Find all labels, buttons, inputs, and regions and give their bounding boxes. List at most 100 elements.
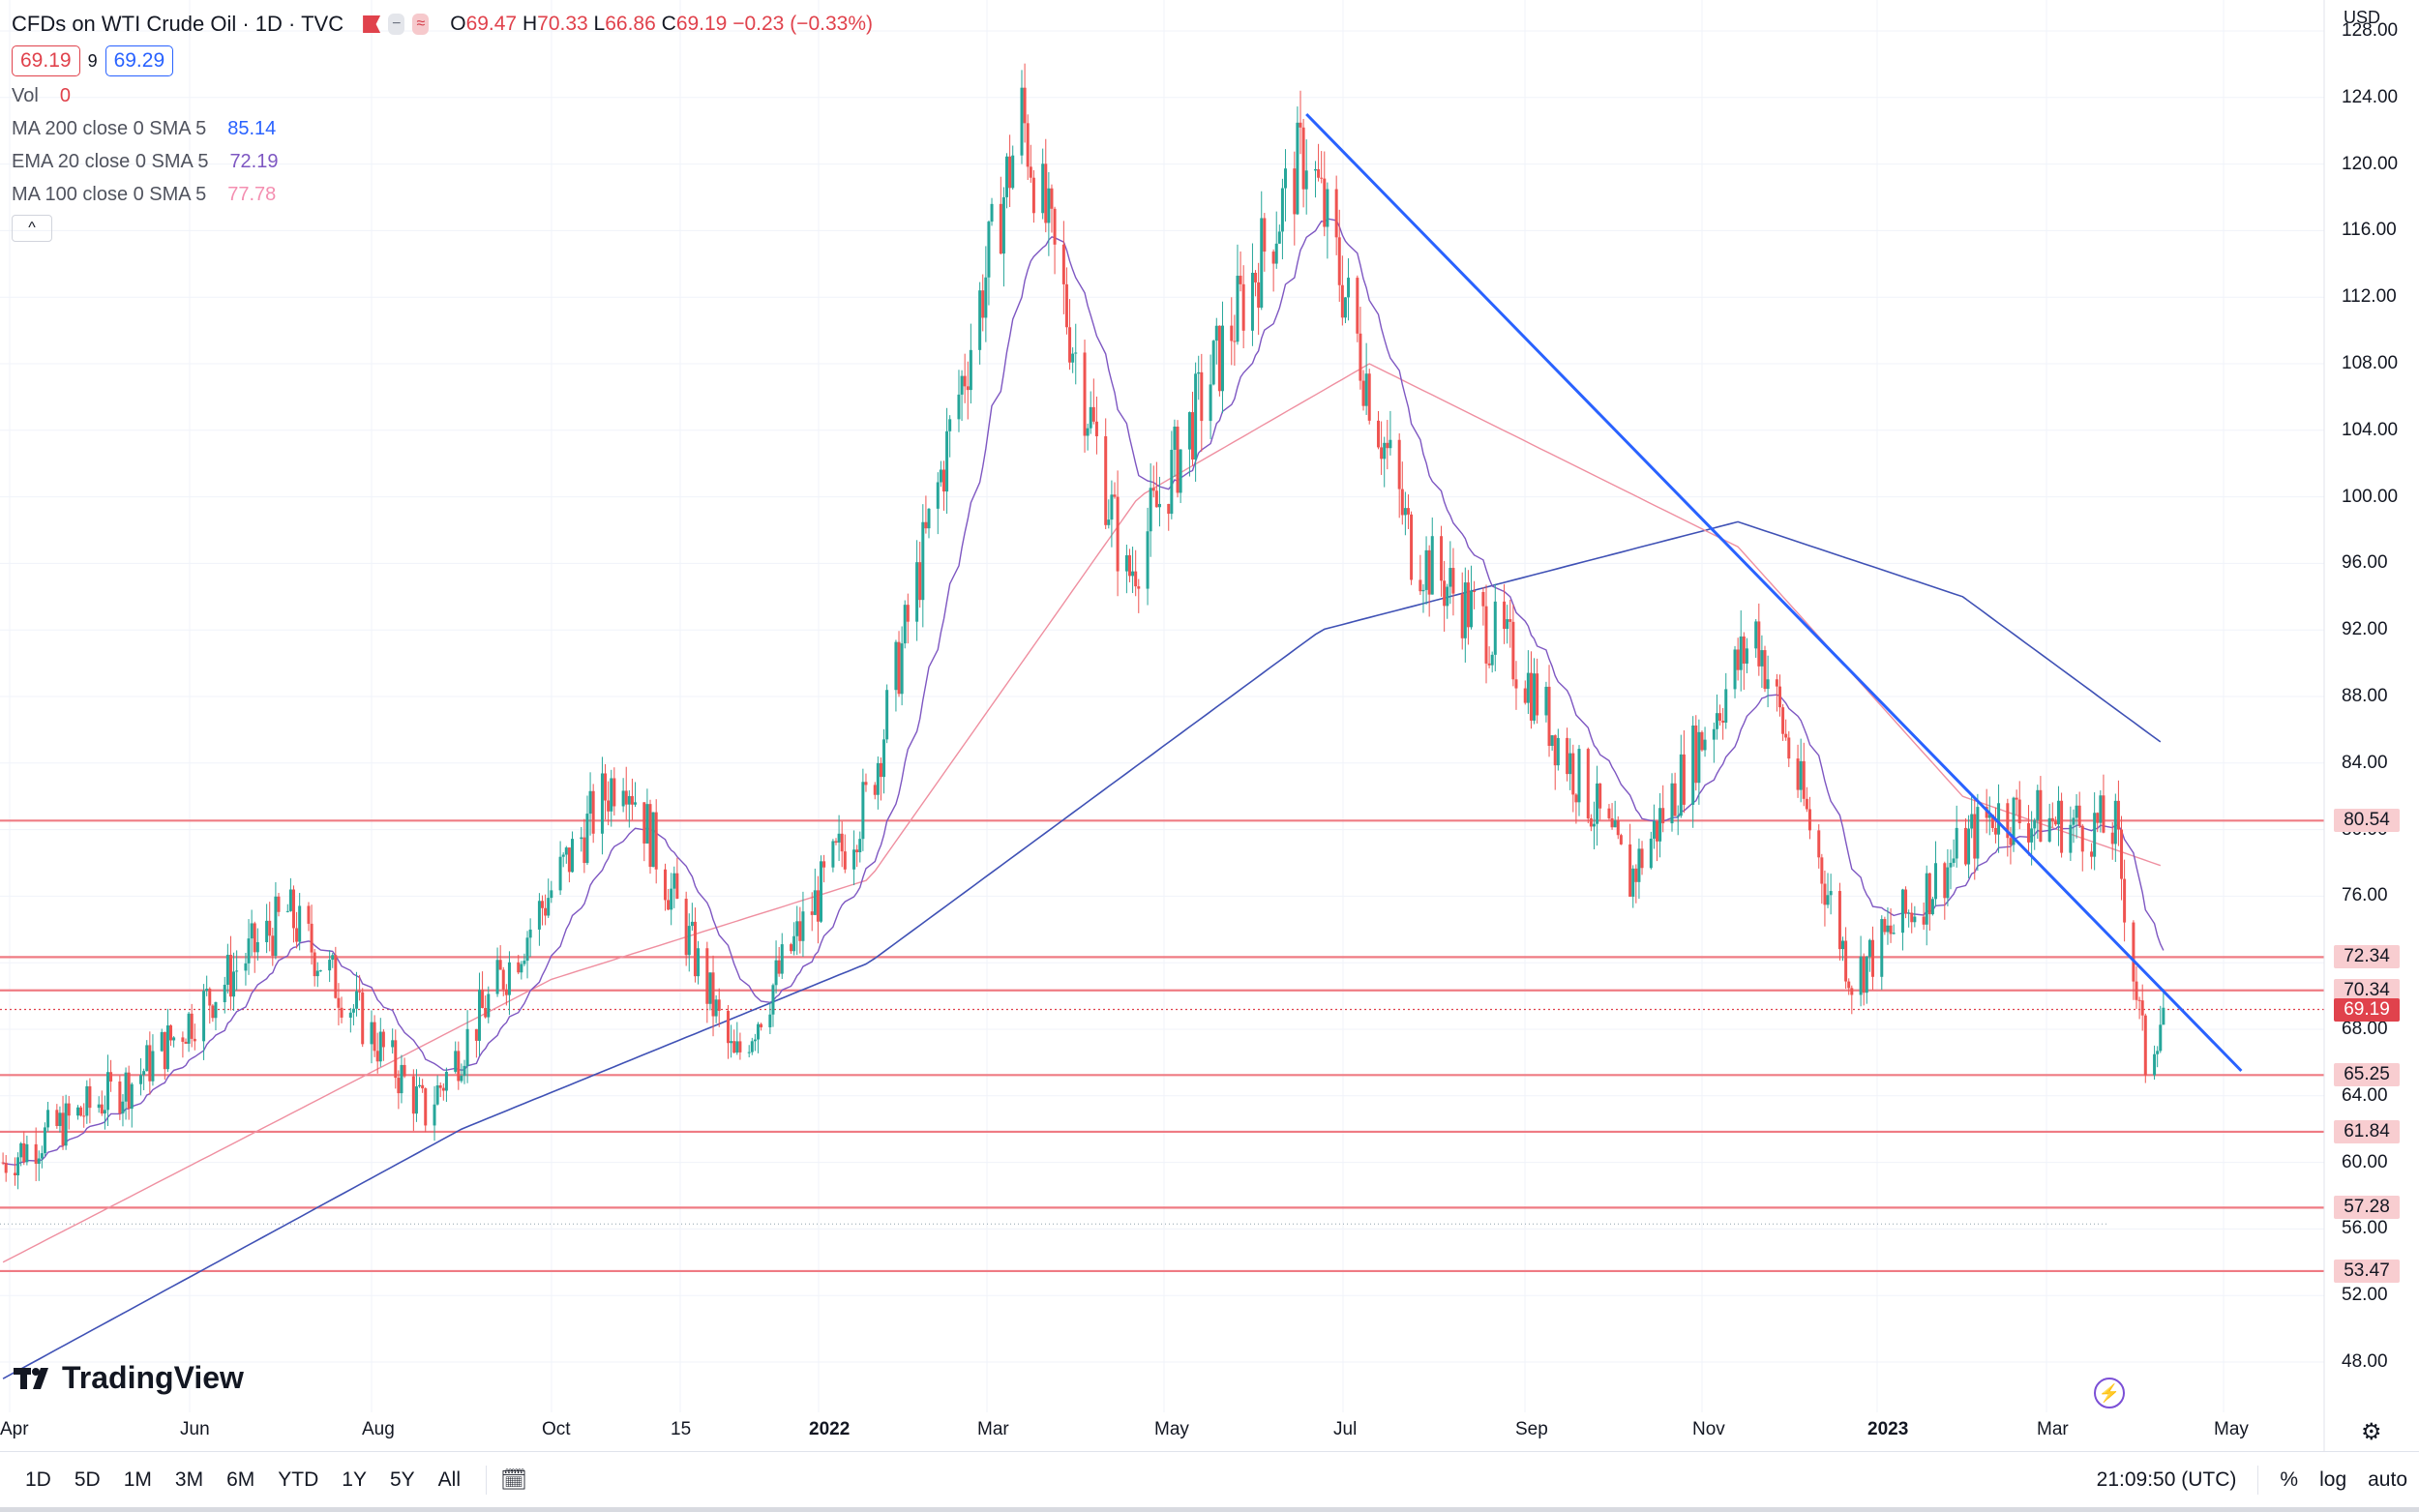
symbol-title[interactable]: CFDs on WTI Crude Oil · 1D · TVC	[12, 12, 344, 36]
candle-body	[418, 1084, 422, 1087]
candle-body	[1124, 555, 1128, 572]
log-toggle[interactable]: log	[2319, 1468, 2347, 1491]
timeframe-1m-button[interactable]: 1M	[123, 1468, 152, 1491]
level-tag[interactable]: 57.28	[2334, 1196, 2400, 1220]
price-chart[interactable]	[0, 0, 2419, 1451]
candle-body	[1044, 163, 1048, 223]
candle-body	[1071, 353, 1075, 363]
minus-icon[interactable]: −	[388, 14, 405, 35]
candle-body	[1550, 735, 1554, 747]
calendar-icon[interactable]: 🗓	[500, 1468, 527, 1492]
candle-body	[1934, 863, 1938, 900]
candle-body	[444, 1071, 448, 1091]
candle-body	[855, 849, 859, 853]
candle-body	[990, 203, 994, 222]
last-price-tag[interactable]: 69.19	[2334, 997, 2400, 1022]
candle-body	[648, 804, 652, 868]
candle-body	[1427, 549, 1431, 595]
timeframe-1d-button[interactable]: 1D	[25, 1468, 51, 1491]
collapse-legend-button[interactable]: ^	[12, 215, 52, 242]
level-tag[interactable]: 61.84	[2334, 1119, 2400, 1143]
lightning-icon[interactable]: ⚡	[2094, 1378, 2125, 1408]
timeframe-6m-button[interactable]: 6M	[226, 1468, 255, 1491]
level-tag[interactable]: 65.25	[2334, 1063, 2400, 1087]
timeframe-all-button[interactable]: All	[437, 1468, 461, 1491]
candle-body	[1146, 531, 1150, 589]
candle-body	[822, 861, 826, 868]
candle-body	[1733, 649, 1737, 690]
candle-body	[1421, 589, 1425, 592]
timeframe-5y-button[interactable]: 5Y	[389, 1468, 415, 1491]
candle-body	[987, 222, 991, 278]
candle-body	[1068, 327, 1072, 363]
ma200-line	[2, 520, 2162, 1379]
gear-icon[interactable]: ⚙	[2361, 1419, 2382, 1445]
approx-icon[interactable]: ≈	[412, 14, 430, 35]
auto-toggle[interactable]: auto	[2368, 1468, 2407, 1491]
ma200-label[interactable]: MA 200 close 0 SMA 5	[12, 118, 207, 139]
timeframe-5d-button[interactable]: 5D	[74, 1468, 101, 1491]
candle-body	[999, 203, 1002, 254]
timeframe-3m-button[interactable]: 3M	[174, 1468, 204, 1491]
candle-body	[315, 970, 319, 977]
candle-body	[1656, 820, 1659, 842]
candle-body	[1754, 621, 1758, 649]
candle-body	[727, 1010, 731, 1044]
timeframe-1y-button[interactable]: 1Y	[342, 1468, 367, 1491]
candle-body	[918, 562, 922, 601]
candle-body	[1050, 188, 1054, 209]
candle-body	[1886, 925, 1890, 933]
bottom-toolbar: 1D 5D 1M 3M 6M YTD 1Y 5Y All 🗓 21:09:50 (UTC) % …	[0, 1451, 2419, 1508]
currency-label[interactable]: USD	[2344, 8, 2381, 27]
candle-body	[1064, 283, 1068, 328]
candle-body	[1343, 297, 1347, 318]
candle-body	[1586, 749, 1590, 819]
candle-body	[1781, 707, 1785, 734]
level-tag[interactable]: 53.47	[2334, 1259, 2400, 1283]
timeframe-ytd-button[interactable]: YTD	[278, 1468, 319, 1491]
level-tag[interactable]: 72.34	[2334, 945, 2400, 969]
tradingview-logo[interactable]: TradingView	[14, 1360, 244, 1396]
candle-body	[687, 926, 691, 956]
candle-body	[1598, 783, 1602, 809]
time-tick-label: Aug	[362, 1419, 395, 1439]
candle-body	[2162, 1007, 2165, 1025]
candle-body	[394, 1040, 398, 1079]
candle-body	[1616, 820, 1620, 836]
scrollbar[interactable]	[0, 1507, 2419, 1512]
candle-body	[523, 961, 526, 964]
candle-body	[82, 1115, 86, 1117]
candle-body	[477, 990, 481, 1041]
candle-body	[1904, 889, 1908, 914]
candle-body	[1257, 282, 1261, 309]
candle-body	[247, 938, 251, 964]
candle-body	[843, 851, 847, 870]
candle-body	[1506, 619, 1509, 630]
ask-price[interactable]: 69.29	[105, 45, 174, 76]
candle-body	[820, 861, 823, 922]
clock-display[interactable]: 21:09:50 (UTC)	[2096, 1468, 2237, 1491]
candle-body	[1883, 919, 1887, 933]
candle-body	[541, 901, 545, 908]
candle-body	[1470, 590, 1474, 628]
candle-body	[1041, 163, 1045, 214]
level-tag[interactable]: 80.54	[2334, 809, 2400, 833]
candle-body	[627, 795, 631, 805]
price-tick-label: 68.00	[2342, 1019, 2388, 1039]
candle-body	[1083, 352, 1087, 436]
candle-body	[411, 1076, 415, 1114]
candle-body	[1113, 494, 1117, 497]
candle-body	[151, 1051, 155, 1082]
bid-price[interactable]: 69.19	[12, 45, 80, 76]
candle-body	[927, 508, 931, 529]
candle-body	[1844, 940, 1848, 982]
candle-body	[1637, 848, 1641, 882]
candle-body	[1116, 496, 1120, 572]
candle-body	[1930, 899, 1934, 915]
percent-toggle[interactable]: %	[2280, 1468, 2299, 1491]
flag-icon[interactable]	[363, 15, 381, 33]
ma100-label[interactable]: MA 100 close 0 SMA 5	[12, 184, 207, 205]
candle-body	[1763, 650, 1767, 690]
candle-body	[1301, 127, 1305, 190]
ema20-label[interactable]: EMA 20 close 0 SMA 5	[12, 151, 209, 172]
